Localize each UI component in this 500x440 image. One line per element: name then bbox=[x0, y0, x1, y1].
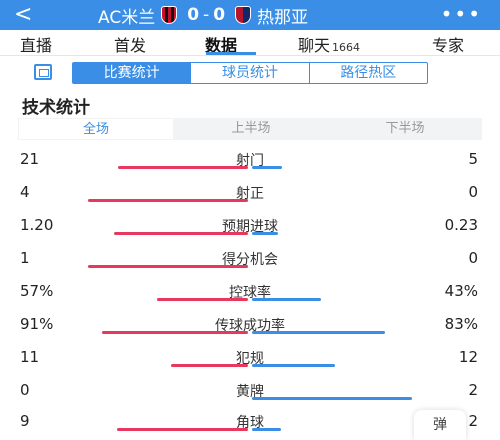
tab-chat[interactable]: 聊天 1664 bbox=[298, 32, 360, 56]
away-value: 83% bbox=[444, 315, 478, 333]
home-bar bbox=[114, 232, 248, 235]
stat-label: 犯规 bbox=[236, 351, 264, 367]
stat-row: 11 犯规 12 bbox=[0, 348, 500, 380]
home-value: 1 bbox=[20, 249, 30, 267]
home-value: 11 bbox=[20, 348, 40, 366]
home-score: 0 bbox=[187, 5, 200, 25]
stat-label: 控球率 bbox=[229, 285, 271, 301]
away-value: 43% bbox=[444, 282, 478, 300]
away-value: 2 bbox=[468, 412, 478, 430]
away-value: 0 bbox=[468, 249, 478, 267]
tab-chat-label: 聊天 bbox=[298, 36, 331, 55]
match-score: AC米兰 0 - 0 热那亚 bbox=[98, 4, 309, 28]
stat-label: 得分机会 bbox=[222, 252, 278, 268]
home-value: 0 bbox=[20, 381, 30, 399]
home-bar bbox=[88, 199, 248, 202]
home-bar bbox=[171, 364, 248, 367]
away-value: 0 bbox=[468, 183, 478, 201]
stat-label: 射门 bbox=[236, 153, 264, 169]
tab-lineup[interactable]: 首发 bbox=[114, 36, 147, 55]
segment-heatmap[interactable]: 路径热区 bbox=[340, 65, 397, 81]
away-bar bbox=[252, 298, 321, 301]
tab-live[interactable]: 直播 bbox=[20, 36, 53, 55]
away-value: 2 bbox=[468, 381, 478, 399]
home-team-crest-icon bbox=[161, 6, 178, 24]
home-bar bbox=[88, 265, 248, 268]
stat-label: 传球成功率 bbox=[215, 318, 285, 334]
period-selector: 全场 上半场 下半场 bbox=[18, 118, 482, 140]
home-bar bbox=[118, 166, 248, 169]
home-value: 57% bbox=[20, 282, 54, 300]
stat-row: 57% 控球率 43% bbox=[0, 282, 500, 314]
segment-match-stats[interactable]: 比赛统计 bbox=[73, 63, 192, 83]
stats-segment-control: 比赛统计 球员统计 路径热区 bbox=[72, 62, 428, 84]
stat-label: 角球 bbox=[236, 415, 264, 431]
score-separator: - bbox=[203, 5, 210, 25]
share-icon[interactable] bbox=[34, 64, 52, 80]
away-bar bbox=[252, 331, 385, 334]
away-value: 5 bbox=[468, 150, 478, 168]
active-tab-indicator bbox=[206, 52, 256, 55]
away-team-crest-icon bbox=[235, 6, 252, 24]
period-second-half[interactable]: 下半场 bbox=[385, 121, 425, 136]
match-header: < AC米兰 0 - 0 热那亚 ••• bbox=[0, 0, 500, 30]
away-team-name: 热那亚 bbox=[257, 7, 309, 28]
stat-row: 9 角球 2 bbox=[0, 412, 500, 440]
tab-experts[interactable]: 专家 bbox=[432, 36, 465, 55]
tab-data[interactable]: 数据 bbox=[205, 36, 238, 55]
period-full-match[interactable]: 全场 bbox=[18, 118, 174, 140]
home-bar bbox=[157, 298, 248, 301]
away-bar bbox=[252, 428, 281, 431]
more-dots-icon[interactable]: ••• bbox=[440, 2, 482, 26]
stat-label: 射正 bbox=[236, 186, 264, 202]
home-value: 4 bbox=[20, 183, 30, 201]
main-tabs: 直播 首发 数据 聊天 1664 专家 bbox=[0, 30, 500, 56]
home-value: 91% bbox=[20, 315, 54, 333]
away-bar bbox=[252, 364, 335, 367]
away-score: 0 bbox=[213, 5, 226, 25]
stat-label: 预期进球 bbox=[222, 219, 278, 235]
home-value: 21 bbox=[20, 150, 40, 168]
away-value: 12 bbox=[458, 348, 478, 366]
segment-player-stats[interactable]: 球员统计 bbox=[191, 63, 310, 83]
away-bar bbox=[252, 166, 282, 169]
away-bar bbox=[252, 232, 278, 235]
away-bar bbox=[252, 397, 412, 400]
stat-row: 4 射正 0 bbox=[0, 183, 500, 215]
danmu-button[interactable]: 弹 bbox=[414, 410, 466, 440]
stat-row: 0 黄牌 2 bbox=[0, 381, 500, 413]
home-team-name: AC米兰 bbox=[98, 7, 156, 28]
home-bar bbox=[117, 428, 248, 431]
period-first-half[interactable]: 上半场 bbox=[231, 121, 271, 136]
stat-row: 21 射门 5 bbox=[0, 150, 500, 182]
home-bar bbox=[102, 331, 248, 334]
home-value: 9 bbox=[20, 412, 30, 430]
stat-label: 黄牌 bbox=[236, 384, 264, 400]
stat-row: 1.20 预期进球 0.23 bbox=[0, 216, 500, 248]
away-value: 0.23 bbox=[444, 216, 478, 234]
chevron-left-icon[interactable]: < bbox=[14, 2, 33, 27]
stat-row: 91% 传球成功率 83% bbox=[0, 315, 500, 347]
chat-count-badge: 1664 bbox=[332, 41, 361, 54]
stat-row: 1 得分机会 0 bbox=[0, 249, 500, 281]
home-value: 1.20 bbox=[20, 216, 54, 234]
section-title: 技术统计 bbox=[22, 98, 90, 118]
